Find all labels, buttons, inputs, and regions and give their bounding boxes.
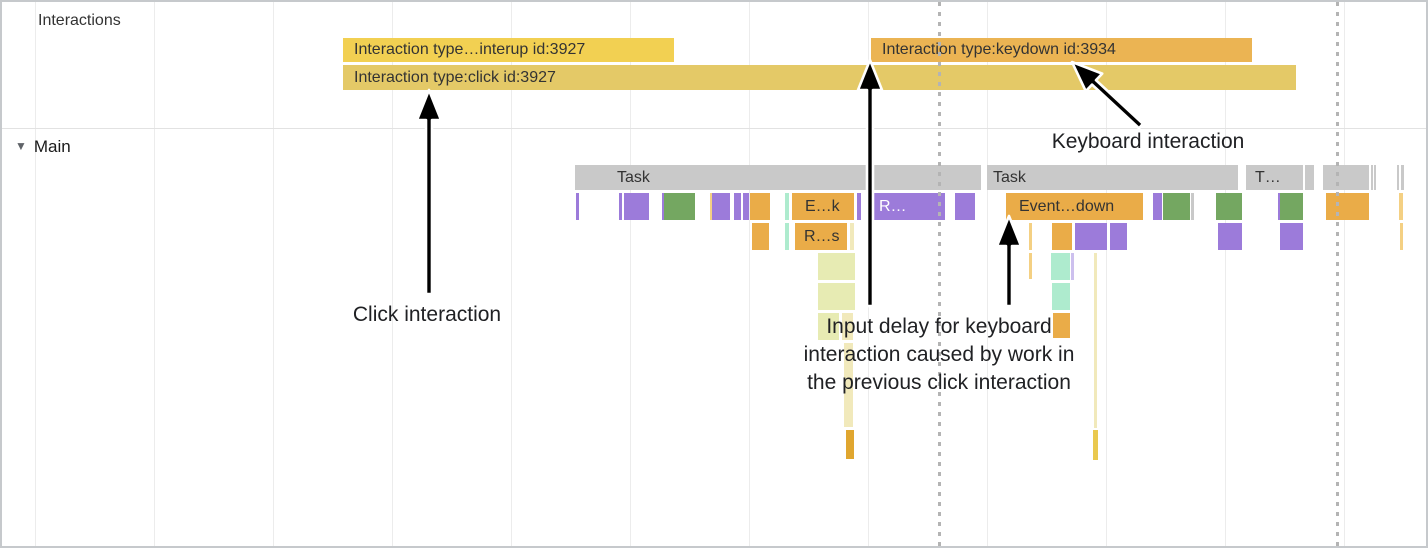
timeline-event-sliver[interactable] bbox=[624, 193, 649, 220]
timeline-event-sliver[interactable] bbox=[1029, 223, 1032, 250]
timeline-event-sliver[interactable] bbox=[1400, 223, 1403, 250]
grid-line bbox=[154, 2, 155, 546]
timeline-event-sliver[interactable] bbox=[857, 193, 861, 220]
dotted-guide-line bbox=[938, 2, 941, 546]
timeline-event-sliver[interactable] bbox=[576, 193, 579, 220]
timeline-event-sliver[interactable] bbox=[734, 193, 741, 220]
bar-label: Interaction type…interup id:3927 bbox=[354, 41, 586, 58]
grid-line bbox=[987, 2, 988, 546]
timeline-event-sliver[interactable] bbox=[1075, 223, 1107, 250]
bar-label: Event…down bbox=[1019, 198, 1115, 215]
timeline-event-sliver[interactable] bbox=[818, 283, 855, 310]
timeline-event-sliver[interactable] bbox=[1374, 165, 1376, 190]
bar-label: T… bbox=[1255, 169, 1281, 186]
timeline-event-sliver[interactable] bbox=[1053, 313, 1070, 338]
timeline-event-sliver[interactable] bbox=[818, 253, 855, 280]
timeline-event-sliver[interactable] bbox=[1323, 165, 1369, 190]
timeline-event-sliver[interactable] bbox=[818, 313, 839, 340]
timeline-event-sliver[interactable] bbox=[846, 430, 854, 459]
bar-label: R… bbox=[879, 198, 907, 215]
timeline-event-sliver[interactable] bbox=[743, 193, 749, 220]
timeline-event-sliver[interactable] bbox=[662, 193, 664, 220]
timeline-event-bar[interactable]: T… bbox=[1246, 165, 1303, 190]
timeline-event-bar[interactable]: Interaction type:keydown id:3934 bbox=[871, 38, 1252, 62]
timeline-event-sliver[interactable] bbox=[1191, 193, 1194, 220]
timeline-event-sliver[interactable] bbox=[850, 223, 854, 250]
timeline-event-sliver[interactable] bbox=[842, 313, 853, 340]
track-label-main: Main bbox=[33, 137, 71, 156]
track-separator bbox=[2, 128, 1426, 129]
grid-line bbox=[392, 2, 393, 546]
grid-line bbox=[1106, 2, 1107, 546]
timeline-event-sliver[interactable] bbox=[785, 223, 789, 250]
timeline-event-bar[interactable]: E…k bbox=[792, 193, 854, 220]
collapse-triangle-icon[interactable]: ▼ bbox=[15, 139, 27, 153]
track-header-main[interactable]: ▼ Main bbox=[15, 137, 71, 157]
timeline-event-sliver[interactable] bbox=[1110, 223, 1127, 250]
timeline-event-bar[interactable]: R… bbox=[874, 193, 945, 220]
annotation-input-delay: Input delay for keyboard interaction cau… bbox=[803, 315, 1075, 394]
timeline-event-sliver[interactable] bbox=[1280, 193, 1303, 220]
timeline-event-bar[interactable]: Interaction type:click id:3927 bbox=[343, 65, 1296, 90]
timeline-event-sliver[interactable] bbox=[844, 343, 853, 427]
timeline-event-sliver[interactable] bbox=[785, 193, 789, 220]
timeline-event-sliver[interactable] bbox=[1163, 193, 1190, 220]
grid-line bbox=[35, 2, 36, 546]
timeline-event-bar[interactable]: Task bbox=[575, 165, 981, 190]
timeline-event-sliver[interactable] bbox=[1326, 193, 1369, 220]
timeline-event-sliver[interactable] bbox=[664, 193, 695, 220]
grid-line bbox=[1344, 2, 1345, 546]
timeline-event-sliver[interactable] bbox=[1093, 430, 1098, 460]
timeline-event-bar[interactable]: Interaction type…interup id:3927 bbox=[343, 38, 674, 62]
timeline-event-bar[interactable]: Event…down bbox=[1006, 193, 1143, 220]
grid-line bbox=[273, 2, 274, 546]
grid-line bbox=[630, 2, 631, 546]
grid-line bbox=[1225, 2, 1226, 546]
timeline-event-sliver[interactable] bbox=[712, 193, 730, 220]
timeline-event-sliver[interactable] bbox=[955, 193, 975, 220]
timeline-event-sliver[interactable] bbox=[1052, 283, 1070, 310]
bar-label: R…s bbox=[804, 228, 840, 245]
annotation-keyboard-interaction: Keyboard interaction bbox=[1051, 130, 1245, 153]
timeline-event-sliver[interactable] bbox=[1029, 253, 1032, 279]
timeline-event-sliver[interactable] bbox=[1397, 165, 1399, 190]
timeline-event-sliver[interactable] bbox=[1153, 193, 1162, 220]
timeline-event-sliver[interactable] bbox=[1216, 193, 1242, 220]
timeline-event-sliver[interactable] bbox=[750, 193, 770, 220]
bar-label: E…k bbox=[805, 198, 840, 215]
timeline-event-sliver[interactable] bbox=[1305, 165, 1314, 190]
timeline-event-sliver[interactable] bbox=[1401, 165, 1404, 190]
timeline-event-sliver[interactable] bbox=[1071, 253, 1074, 280]
timeline-event-sliver[interactable] bbox=[1218, 223, 1242, 250]
timeline-event-sliver[interactable] bbox=[1399, 193, 1403, 220]
bar-label: Task bbox=[993, 169, 1026, 186]
timeline-event-sliver[interactable] bbox=[710, 193, 712, 220]
grid-line bbox=[749, 2, 750, 546]
dotted-guide-line bbox=[1336, 2, 1339, 546]
timeline-event-bar[interactable]: R…s bbox=[795, 223, 847, 250]
timeline-event-sliver[interactable] bbox=[1371, 165, 1373, 190]
annotation-click-interaction: Click interaction bbox=[352, 303, 502, 326]
bar-label: Interaction type:click id:3927 bbox=[354, 69, 556, 86]
timeline-event-sliver[interactable] bbox=[1280, 223, 1303, 250]
timeline-event-bar[interactable]: Task bbox=[987, 165, 1238, 190]
timeline-event-sliver[interactable] bbox=[619, 193, 622, 220]
timeline-event-sliver[interactable] bbox=[1051, 253, 1070, 280]
timeline-event-sliver[interactable] bbox=[752, 223, 769, 250]
grid-line bbox=[511, 2, 512, 546]
bar-label: Task bbox=[617, 169, 650, 186]
timeline-event-sliver[interactable] bbox=[1052, 223, 1072, 250]
timeline-event-sliver[interactable] bbox=[1094, 253, 1097, 428]
timeline-event-sliver[interactable] bbox=[1278, 193, 1280, 220]
track-label-interactions: Interactions bbox=[38, 12, 121, 29]
bar-label: Interaction type:keydown id:3934 bbox=[882, 41, 1116, 58]
